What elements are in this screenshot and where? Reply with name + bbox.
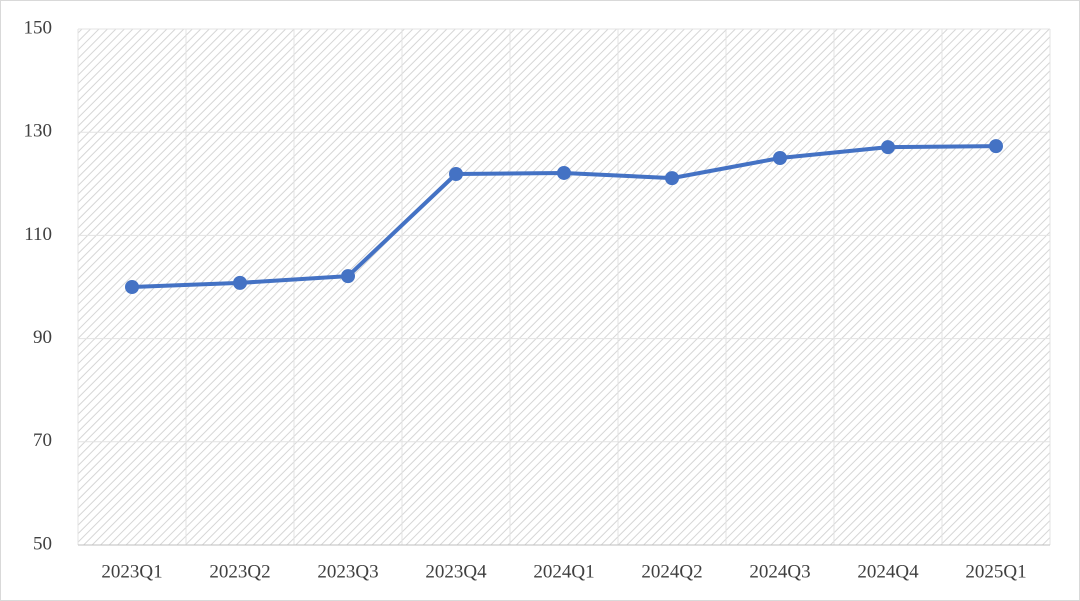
y-tick-label: 50 [33, 533, 52, 554]
data-point [989, 139, 1003, 154]
x-tick-label: 2023Q2 [209, 561, 270, 582]
data-point [773, 151, 787, 165]
data-point [125, 280, 139, 294]
x-tick-label: 2024Q3 [749, 561, 810, 582]
x-tick-label: 2023Q3 [317, 561, 378, 582]
y-tick-label: 130 [24, 121, 53, 142]
data-point [557, 165, 571, 180]
x-tick-label: 2024Q4 [857, 561, 919, 582]
x-tick-label: 2024Q1 [533, 561, 594, 582]
data-point [881, 140, 895, 155]
y-tick-label: 150 [24, 17, 53, 38]
data-point [665, 171, 679, 186]
y-tick-label: 110 [24, 224, 52, 245]
data-point [449, 166, 463, 181]
data-point [341, 269, 355, 284]
data-point [233, 275, 247, 290]
y-tick-label: 90 [33, 327, 52, 348]
x-tick-label: 2023Q1 [101, 561, 162, 582]
plot-area [78, 29, 1050, 545]
x-tick-label: 2023Q4 [425, 561, 487, 582]
x-tick-label: 2025Q1 [965, 561, 1026, 582]
y-tick-label: 70 [33, 430, 52, 451]
x-tick-label: 2024Q2 [641, 561, 702, 582]
